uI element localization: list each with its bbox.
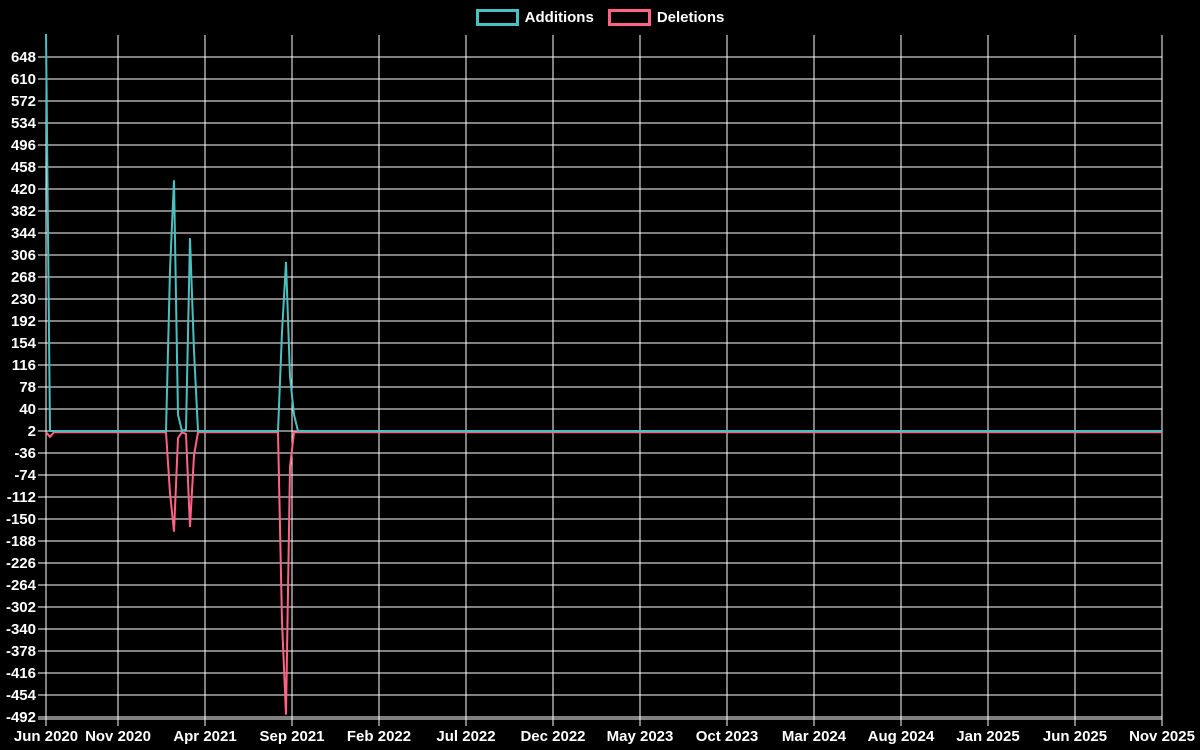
y-tick-label: -378: [6, 643, 36, 660]
y-tick-label: 268: [11, 269, 36, 286]
y-tick-label: -112: [7, 489, 36, 506]
x-tick-label: Jan 2025: [956, 728, 1019, 745]
x-tick-label: Oct 2023: [696, 728, 759, 745]
y-tick-label: 534: [11, 115, 37, 132]
y-tick-label: 458: [11, 159, 36, 176]
y-tick-label: 306: [11, 247, 36, 264]
x-tick-label: Nov 2025: [1129, 728, 1195, 745]
x-tick-label: Jun 2020: [14, 728, 78, 745]
additions-line: [45, 34, 1162, 433]
deletions-line: [45, 430, 1162, 715]
y-tick-label: 116: [12, 357, 36, 374]
y-tick-label: 648: [11, 49, 36, 66]
x-tick-label: Feb 2022: [347, 728, 411, 745]
y-tick-label: -74: [14, 467, 36, 484]
x-tick-label: Mar 2024: [782, 728, 847, 745]
y-tick-label: 154: [11, 335, 37, 352]
x-tick-label: Sep 2021: [259, 728, 324, 745]
y-tick-label: -188: [6, 533, 36, 550]
y-tick-label: 496: [11, 137, 36, 154]
y-tick-label: 230: [11, 291, 36, 308]
y-tick-label: 420: [11, 181, 36, 198]
y-tick-label: -340: [6, 621, 36, 638]
legend-item-deletions[interactable]: Deletions: [607, 9, 725, 26]
y-tick-label: 382: [11, 203, 36, 220]
deletions-label: Deletions: [656, 9, 725, 26]
y-tick-label: 610: [11, 71, 36, 88]
y-tick-label: -302: [6, 599, 36, 616]
y-tick-label: -416: [6, 665, 36, 682]
x-tick-label: Jul 2022: [436, 728, 495, 745]
y-tick-label: -492: [6, 709, 36, 726]
x-tick-label: Dec 2022: [520, 728, 585, 745]
y-tick-label: 344: [11, 225, 37, 242]
additions-label: Additions: [524, 9, 594, 26]
axis-labels: 648 610 572 534 496 458 420 382 344 306 268 230 192 1…: [6, 49, 1195, 745]
x-tick-label: Apr 2021: [173, 728, 236, 745]
y-tick-label: -226: [6, 555, 36, 572]
y-tick-label: -150: [6, 511, 36, 528]
legend-item-additions[interactable]: Additions: [475, 9, 594, 26]
y-tick-label: 2: [28, 423, 36, 440]
x-tick-label: Jun 2025: [1043, 728, 1107, 745]
y-tick-label: -454: [6, 687, 37, 704]
x-tick-label: May 2023: [607, 728, 674, 745]
gridlines: [38, 35, 1163, 726]
y-tick-label: 192: [11, 313, 36, 330]
legend: Additions Deletions: [0, 9, 1200, 26]
y-tick-label: -264: [6, 577, 37, 594]
additions-swatch: [475, 9, 519, 26]
y-tick-label: 572: [11, 93, 36, 110]
x-tick-label: Aug 2024: [868, 728, 935, 745]
deletions-swatch: [607, 9, 651, 26]
y-tick-label: 40: [19, 401, 36, 418]
y-tick-label: 78: [19, 379, 36, 396]
x-tick-label: Nov 2020: [85, 728, 151, 745]
y-tick-label: -36: [14, 445, 36, 462]
